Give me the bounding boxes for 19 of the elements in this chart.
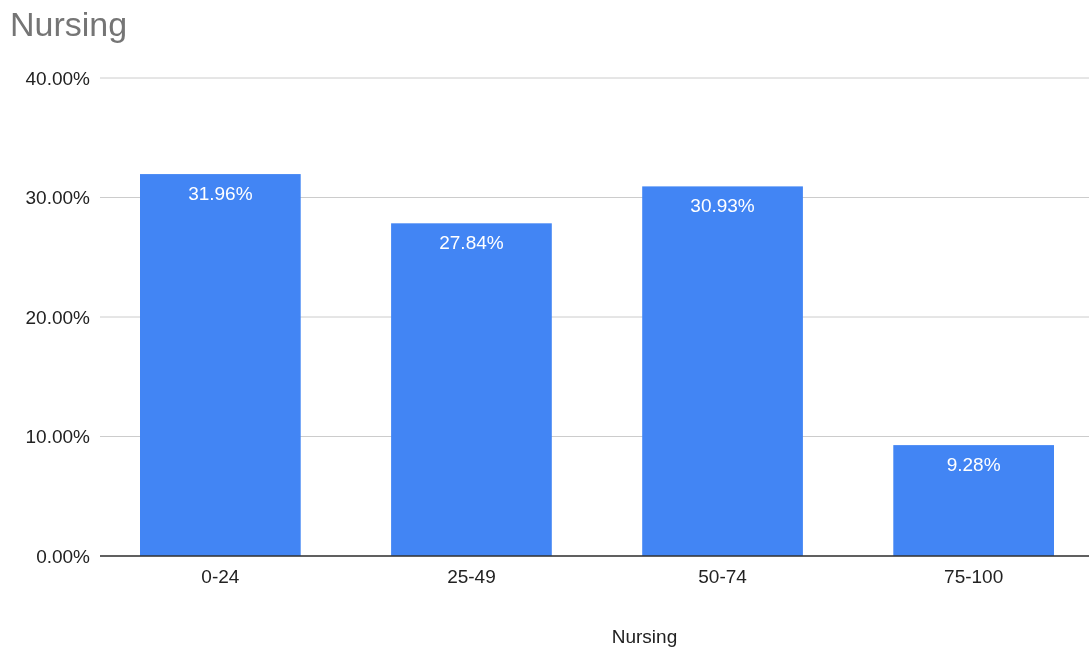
data-label: 31.96%	[188, 183, 253, 205]
data-label: 30.93%	[690, 195, 755, 217]
data-label: 9.28%	[946, 454, 1001, 476]
x-axis-title: Nursing	[611, 626, 678, 647]
data-label: 27.84%	[439, 232, 504, 254]
y-tick-label: 30.00%	[25, 187, 91, 209]
x-tick-label: 25-49	[447, 566, 496, 588]
chart-title: Nursing	[10, 5, 128, 43]
y-tick-label: 10.00%	[25, 426, 91, 448]
bar	[140, 174, 301, 556]
y-tick-label: 40.00%	[25, 67, 91, 89]
bar	[642, 186, 803, 556]
x-tick-label: 0-24	[201, 566, 240, 588]
y-tick-label: 0.00%	[36, 545, 91, 567]
bar	[391, 223, 552, 556]
x-tick-label: 50-74	[698, 566, 748, 588]
y-tick-label: 20.00%	[25, 306, 91, 328]
x-tick-label: 75-100	[944, 566, 1004, 588]
bar	[893, 445, 1054, 556]
